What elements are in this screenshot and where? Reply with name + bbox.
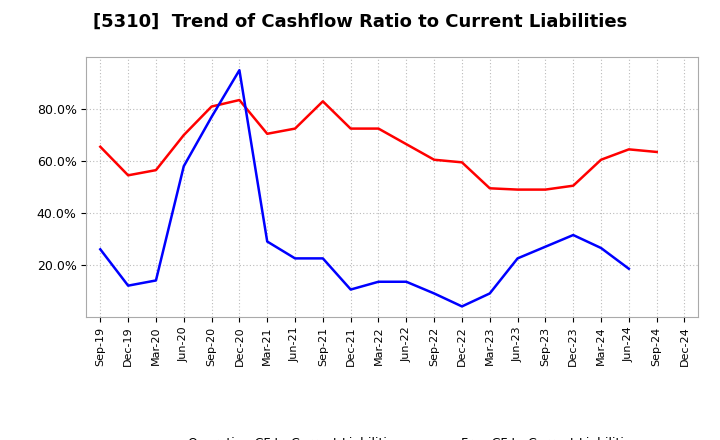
Operating CF to Current Liabilities xyxy=(569,183,577,188)
Free CF to Current Liabilities xyxy=(318,256,327,261)
Operating CF to Current Liabilities xyxy=(541,187,550,192)
Free CF to Current Liabilities xyxy=(96,247,104,252)
Free CF to Current Liabilities xyxy=(624,266,633,271)
Free CF to Current Liabilities xyxy=(458,304,467,309)
Line: Free CF to Current Liabilities: Free CF to Current Liabilities xyxy=(100,70,629,306)
Operating CF to Current Liabilities xyxy=(346,126,355,131)
Legend: Operating CF to Current Liabilities, Free CF to Current Liabilities: Operating CF to Current Liabilities, Fre… xyxy=(142,432,643,440)
Operating CF to Current Liabilities xyxy=(485,186,494,191)
Line: Operating CF to Current Liabilities: Operating CF to Current Liabilities xyxy=(100,100,657,190)
Free CF to Current Liabilities xyxy=(513,256,522,261)
Operating CF to Current Liabilities xyxy=(207,104,216,109)
Free CF to Current Liabilities xyxy=(263,239,271,244)
Operating CF to Current Liabilities xyxy=(430,157,438,162)
Operating CF to Current Liabilities xyxy=(291,126,300,131)
Free CF to Current Liabilities xyxy=(569,232,577,238)
Free CF to Current Liabilities xyxy=(124,283,132,288)
Operating CF to Current Liabilities xyxy=(124,172,132,178)
Operating CF to Current Liabilities xyxy=(652,149,661,154)
Operating CF to Current Liabilities xyxy=(263,131,271,136)
Free CF to Current Liabilities xyxy=(207,114,216,120)
Operating CF to Current Liabilities xyxy=(374,126,383,131)
Free CF to Current Liabilities xyxy=(235,67,243,73)
Operating CF to Current Liabilities xyxy=(597,157,606,162)
Operating CF to Current Liabilities xyxy=(235,97,243,103)
Operating CF to Current Liabilities xyxy=(458,160,467,165)
Free CF to Current Liabilities xyxy=(485,291,494,296)
Operating CF to Current Liabilities xyxy=(402,142,410,147)
Free CF to Current Liabilities xyxy=(179,164,188,169)
Operating CF to Current Liabilities xyxy=(624,147,633,152)
Free CF to Current Liabilities xyxy=(152,278,161,283)
Free CF to Current Liabilities xyxy=(402,279,410,284)
Free CF to Current Liabilities xyxy=(374,279,383,284)
Operating CF to Current Liabilities xyxy=(96,144,104,150)
Free CF to Current Liabilities xyxy=(597,246,606,251)
Free CF to Current Liabilities xyxy=(346,287,355,292)
Operating CF to Current Liabilities xyxy=(318,99,327,104)
Operating CF to Current Liabilities xyxy=(513,187,522,192)
Free CF to Current Liabilities xyxy=(291,256,300,261)
Operating CF to Current Liabilities xyxy=(152,168,161,173)
Text: [5310]  Trend of Cashflow Ratio to Current Liabilities: [5310] Trend of Cashflow Ratio to Curren… xyxy=(93,13,627,31)
Operating CF to Current Liabilities xyxy=(179,132,188,138)
Free CF to Current Liabilities xyxy=(541,244,550,249)
Free CF to Current Liabilities xyxy=(430,291,438,296)
